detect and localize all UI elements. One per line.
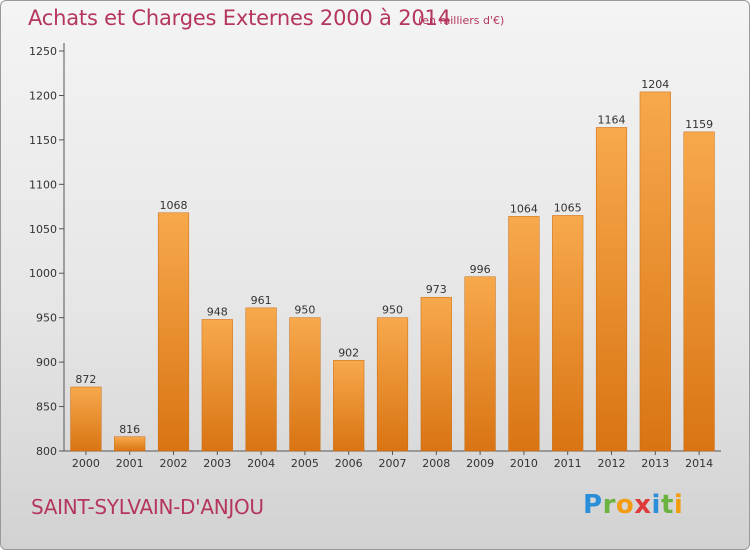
bar-value-label: 1159 — [685, 118, 713, 131]
bar-value-label: 872 — [75, 373, 96, 386]
brand-logo: Proxiti — [583, 490, 683, 520]
bar-value-label: 950 — [294, 304, 315, 317]
x-tick-label: 2007 — [379, 457, 407, 470]
commune-name: SAINT-SYLVAIN-D'ANJOU — [31, 495, 264, 519]
x-tick-label: 2009 — [466, 457, 494, 470]
bars — [70, 91, 715, 452]
bar — [245, 307, 277, 452]
x-tick-label: 2001 — [116, 457, 144, 470]
bar-value-label: 996 — [470, 263, 491, 276]
brand-letter: P — [583, 490, 603, 520]
bar — [333, 360, 365, 452]
bar — [420, 296, 452, 452]
chart-subtitle: (en milliers d'€) — [418, 14, 505, 27]
x-tick-label: 2000 — [72, 457, 100, 470]
y-tick-label: 850 — [36, 401, 57, 414]
x-tick-label: 2006 — [335, 457, 363, 470]
bar — [595, 127, 628, 452]
y-tick-label: 1000 — [29, 267, 57, 280]
bar — [201, 319, 233, 452]
bar-value-label: 1204 — [641, 78, 669, 91]
bar — [683, 131, 715, 452]
bar-value-label: 973 — [426, 283, 447, 296]
y-tick-label: 1250 — [29, 45, 57, 58]
x-tick-label: 2003 — [203, 457, 231, 470]
x-tick-label: 2005 — [291, 457, 319, 470]
bar — [464, 276, 496, 452]
bar-value-label: 1164 — [598, 113, 626, 126]
bar — [552, 215, 584, 452]
y-tick-label: 900 — [36, 356, 57, 369]
brand-letter: i — [651, 490, 661, 520]
x-tick-label: 2014 — [685, 457, 713, 470]
bar-value-label: 948 — [207, 305, 228, 318]
bar-value-label: 816 — [119, 423, 140, 436]
brand-letter: r — [602, 490, 616, 520]
x-tick-label: 2012 — [598, 457, 626, 470]
bar — [70, 386, 102, 452]
bar-value-label: 961 — [251, 294, 272, 307]
x-tick-labels: 2000 2001 2002 2003 2004 2005 2006 2007 2008 2009… — [72, 457, 713, 470]
chart-title: Achats et Charges Externes 2000 à 2014 — [28, 6, 451, 30]
x-tick-label: 2008 — [422, 457, 450, 470]
bar-value-label: 1065 — [554, 201, 582, 214]
x-tick-label: 2002 — [160, 457, 188, 470]
y-tick-label: 1100 — [29, 178, 57, 191]
bar-labels: 872 816 1068 948 961 950 902 950 973 996 1064 1065 1… — [75, 78, 713, 436]
x-tick-label: 2010 — [510, 457, 538, 470]
brand-letter: o — [615, 490, 635, 520]
x-tick-label: 2013 — [641, 457, 669, 470]
x-tick-label: 2004 — [247, 457, 275, 470]
bar — [639, 91, 671, 452]
y-tick-label: 1200 — [29, 89, 57, 102]
x-tick-label: 2011 — [554, 457, 582, 470]
y-tick-label: 1050 — [29, 223, 57, 236]
bar — [376, 317, 409, 452]
bar — [114, 436, 146, 452]
bar-value-label: 902 — [338, 346, 359, 359]
brand-letter: i — [673, 490, 684, 520]
y-tick-label: 800 — [36, 445, 57, 458]
bar-value-label: 1068 — [160, 199, 188, 212]
bar-value-label: 1064 — [510, 202, 538, 215]
bar — [508, 216, 540, 452]
brand-letter: t — [660, 490, 674, 520]
bar — [289, 317, 321, 452]
bar-value-label: 950 — [382, 304, 403, 317]
y-tick-labels: 800 850 900 950 1000 1050 1100 1150 1200 1250 — [29, 45, 57, 458]
bar — [157, 212, 190, 452]
y-tick-label: 1150 — [29, 134, 57, 147]
y-tick-label: 950 — [36, 312, 57, 325]
brand-letter: x — [634, 490, 652, 520]
